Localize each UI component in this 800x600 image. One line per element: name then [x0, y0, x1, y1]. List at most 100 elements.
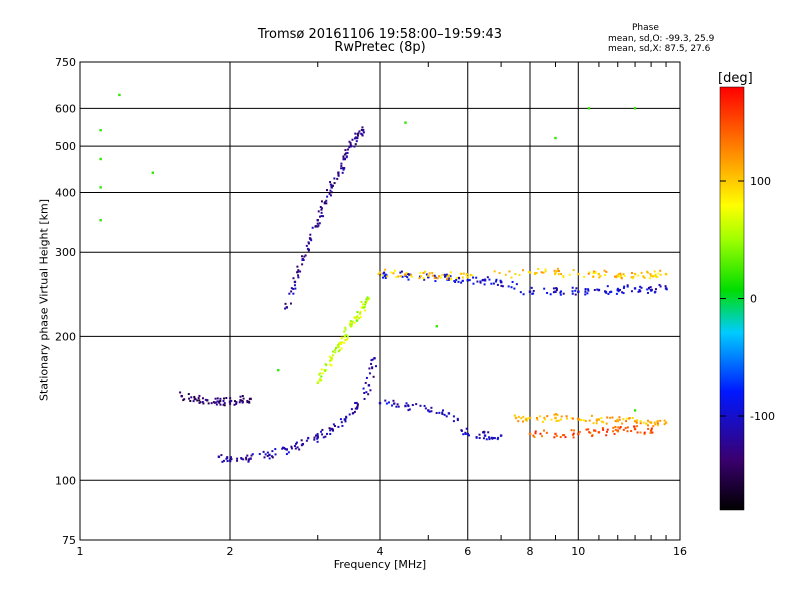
data-point: [378, 401, 382, 405]
data-point: [99, 186, 102, 189]
scatter-echo: [354, 143, 357, 146]
scatter-echo: [639, 420, 642, 423]
scatter-echo: [216, 397, 219, 400]
scatter-echo: [522, 415, 525, 418]
scatter-echo: [651, 431, 654, 434]
scatter-echo: [599, 275, 602, 278]
scatter-echo: [580, 419, 583, 422]
scatter-echo: [632, 276, 635, 279]
chart-title: Tromsø 20161106 19:58:00–19:59:43: [257, 27, 503, 42]
scatter-echo: [456, 419, 459, 422]
scatter-echo: [549, 293, 552, 296]
scatter-echo: [600, 420, 603, 423]
scatter-echo: [368, 367, 371, 370]
scatter-echo: [460, 281, 463, 284]
scatter-echo: [324, 362, 327, 365]
scatter-echo: [365, 300, 368, 303]
scatter-echo: [522, 420, 525, 423]
scatter-echo: [246, 401, 249, 404]
data-point: [664, 272, 668, 276]
scatter-echo: [349, 142, 352, 145]
scatter-echo: [656, 276, 659, 279]
scatter-echo: [636, 431, 639, 434]
scatter-echo: [602, 421, 605, 424]
scatter-echo: [344, 334, 347, 337]
data-point: [118, 93, 121, 97]
scatter-echo: [236, 457, 239, 460]
scatter-echo: [301, 263, 304, 266]
scatter-echo: [424, 407, 427, 410]
scatter-echo: [189, 399, 192, 402]
scatter-echo: [318, 379, 321, 382]
series-lower-spread-x-mode-red: [528, 425, 654, 439]
scatter-echo: [339, 418, 342, 421]
scatter-echo: [587, 272, 590, 275]
scatter-echo: [631, 416, 634, 419]
scatter-echo: [493, 270, 496, 273]
scatter-echo: [531, 292, 534, 295]
scatter-echo: [622, 418, 625, 421]
scatter-echo: [248, 458, 251, 461]
scatter-echo: [341, 167, 344, 170]
scatter-echo: [478, 437, 481, 440]
scatter-echo: [221, 460, 224, 463]
scatter-echo: [294, 447, 297, 450]
scatter-echo: [193, 395, 196, 398]
colorbar-tick-label: -100: [750, 410, 775, 423]
scatter-echo: [555, 434, 558, 437]
scatter-echo: [392, 272, 395, 275]
scatter-echo: [663, 423, 666, 426]
scatter-echo: [555, 289, 558, 292]
scatter-echo: [642, 421, 645, 424]
scatter-echo: [329, 181, 332, 184]
scatter-echo: [328, 427, 331, 430]
data-point: [249, 397, 252, 401]
scatter-echo: [321, 433, 324, 436]
scatter-echo: [493, 437, 496, 440]
scatter-echo: [657, 424, 660, 427]
scatter-echo: [543, 429, 546, 432]
scatter-echo: [653, 291, 656, 294]
scatter-echo: [591, 435, 594, 438]
scatter-echo: [447, 278, 450, 281]
scatter-echo: [589, 431, 592, 434]
colorbar-tick-label: 0: [750, 293, 757, 306]
scatter-echo: [361, 134, 364, 137]
scatter-echo: [320, 368, 323, 371]
scatter-echo: [325, 202, 328, 205]
scatter-echo: [630, 430, 633, 433]
scatter-echo: [495, 278, 498, 281]
scatter-echo: [654, 275, 657, 278]
scatter-echo: [522, 293, 525, 296]
scatter-echo: [296, 265, 299, 268]
scatter-echo: [654, 288, 657, 291]
scatter-echo: [515, 283, 518, 286]
scatter-echo: [341, 424, 344, 427]
scatter-echo: [606, 416, 609, 419]
scatter-echo: [483, 283, 486, 286]
scatter-echo: [649, 277, 652, 280]
scatter-echo: [538, 415, 541, 418]
scatter-echo: [584, 293, 587, 296]
scatter-echo: [385, 402, 388, 405]
scatter-echo: [637, 274, 640, 277]
scatter-echo: [640, 286, 643, 289]
series-x-mode-trace: [316, 296, 371, 384]
y-tick-label: 750: [55, 56, 76, 69]
scatter-echo: [246, 399, 249, 402]
series-lower-spread-o-mode: [378, 399, 503, 441]
colorbar-tick-label: 100: [750, 175, 771, 188]
data-point: [293, 280, 297, 284]
scatter-echo: [329, 189, 332, 192]
scatter-echo: [663, 419, 666, 422]
scatter-echo: [355, 401, 358, 404]
scatter-echo: [556, 270, 559, 273]
phase-stats-heading: Phase: [632, 23, 659, 33]
scatter-echo: [419, 271, 422, 274]
scatter-echo: [292, 277, 295, 280]
scatter-echo: [229, 456, 232, 459]
data-point: [349, 144, 353, 148]
scatter-echo: [343, 167, 346, 170]
scatter-echo: [449, 278, 452, 281]
scatter-echo: [626, 285, 629, 288]
